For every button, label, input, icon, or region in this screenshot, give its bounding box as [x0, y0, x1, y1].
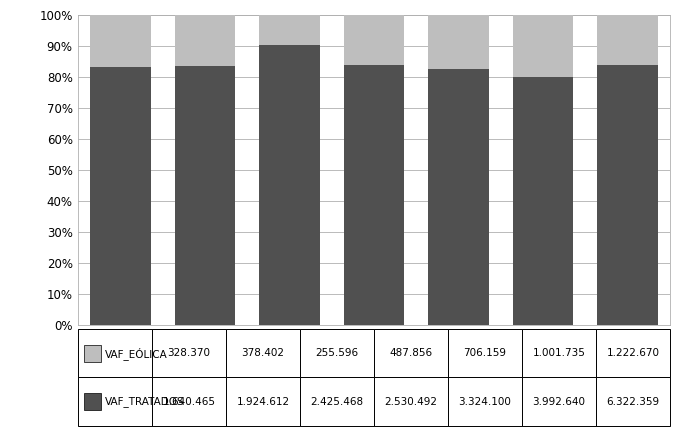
- Bar: [343, 15, 405, 65]
- Bar: [300, 329, 374, 378]
- Bar: [374, 329, 448, 378]
- Text: 2.530.492: 2.530.492: [384, 396, 437, 406]
- Text: 1.001.735: 1.001.735: [532, 348, 585, 358]
- Text: 3.992.640: 3.992.640: [532, 396, 585, 406]
- Bar: [428, 15, 489, 69]
- Text: 487.856: 487.856: [390, 348, 432, 358]
- Bar: [78, 378, 152, 426]
- Bar: [597, 65, 658, 325]
- Bar: [343, 65, 405, 325]
- Text: VAF_TRATADOS: VAF_TRATADOS: [105, 396, 185, 407]
- Bar: [513, 15, 573, 77]
- Bar: [428, 69, 489, 325]
- Bar: [175, 15, 235, 66]
- Bar: [522, 378, 596, 426]
- Bar: [90, 15, 151, 67]
- Bar: [259, 15, 320, 45]
- Text: 1.640.465: 1.640.465: [163, 396, 216, 406]
- Text: 328.370: 328.370: [168, 348, 211, 358]
- Text: 1.222.670: 1.222.670: [607, 348, 660, 358]
- Bar: [596, 378, 670, 426]
- Bar: [226, 378, 300, 426]
- Bar: [597, 15, 658, 65]
- Text: VAF_EÓLICA: VAF_EÓLICA: [105, 347, 168, 359]
- Bar: [84, 345, 101, 362]
- Bar: [226, 329, 300, 378]
- Text: 378.402: 378.402: [241, 348, 284, 358]
- Bar: [374, 378, 448, 426]
- Bar: [259, 45, 320, 325]
- Bar: [522, 329, 596, 378]
- Bar: [84, 393, 101, 410]
- Text: 2.425.468: 2.425.468: [311, 396, 364, 406]
- Bar: [513, 77, 573, 325]
- Text: 706.159: 706.159: [464, 348, 507, 358]
- Bar: [596, 329, 670, 378]
- Bar: [448, 378, 522, 426]
- Text: 6.322.359: 6.322.359: [607, 396, 660, 406]
- Text: 1.924.612: 1.924.612: [237, 396, 290, 406]
- Bar: [152, 378, 226, 426]
- Bar: [152, 329, 226, 378]
- Text: 255.596: 255.596: [316, 348, 358, 358]
- Text: 3.324.100: 3.324.100: [458, 396, 511, 406]
- Bar: [300, 378, 374, 426]
- Bar: [448, 329, 522, 378]
- Bar: [175, 66, 235, 325]
- Bar: [90, 67, 151, 325]
- Bar: [78, 329, 152, 378]
